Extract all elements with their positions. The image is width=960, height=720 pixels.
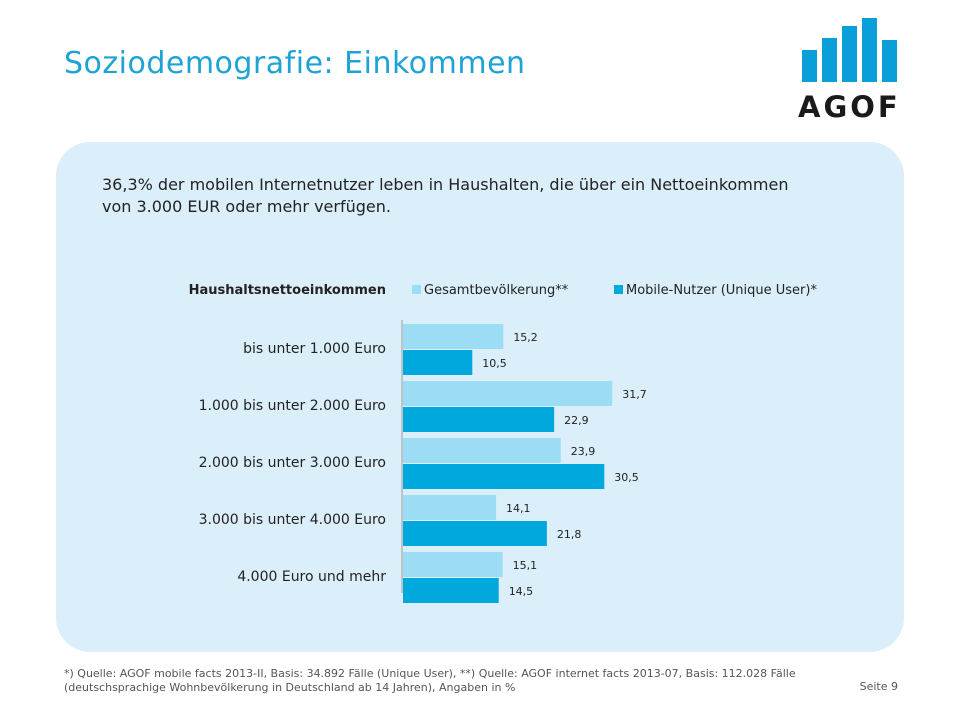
agof-logo: AGOF	[798, 18, 898, 124]
data-label: 21,8	[557, 528, 582, 541]
bar	[403, 324, 504, 349]
legend-swatch	[412, 285, 421, 294]
data-label: 10,5	[482, 357, 507, 370]
data-label: 15,1	[513, 559, 538, 572]
bar	[403, 578, 499, 603]
data-label: 14,5	[509, 585, 534, 598]
legend-swatch	[614, 285, 623, 294]
data-label: 31,7	[622, 388, 647, 401]
footnote: *) Quelle: AGOF mobile facts 2013-II, Ba…	[64, 667, 796, 694]
legend-label: Mobile-Nutzer (Unique User)*	[626, 283, 817, 298]
bar	[403, 521, 547, 546]
legend-label: Gesamtbevölkerung**	[424, 283, 569, 298]
data-label: 14,1	[506, 502, 531, 515]
category-label: bis unter 1.000 Euro	[243, 341, 386, 357]
category-label: 1.000 bis unter 2.000 Euro	[199, 398, 386, 414]
bar	[403, 438, 561, 463]
page-number: Seite 9	[859, 680, 898, 693]
chart-title: Haushaltsnettoeinkommen	[189, 283, 386, 298]
data-label: 22,9	[564, 414, 589, 427]
data-label: 23,9	[571, 445, 596, 458]
bar	[403, 552, 503, 577]
bar	[403, 464, 605, 489]
data-label: 15,2	[513, 331, 538, 344]
category-label: 3.000 bis unter 4.000 Euro	[199, 512, 386, 528]
headline: 36,3% der mobilen Internetnutzer leben i…	[102, 175, 789, 216]
category-label: 4.000 Euro und mehr	[237, 569, 386, 585]
logo-text: AGOF	[798, 90, 901, 124]
bar	[403, 495, 497, 520]
bar	[403, 350, 473, 375]
category-label: 2.000 bis unter 3.000 Euro	[199, 455, 386, 471]
page-title: Soziodemografie: Einkommen	[64, 46, 526, 81]
data-label: 30,5	[614, 471, 639, 484]
bar	[403, 381, 613, 406]
bar	[403, 407, 555, 432]
